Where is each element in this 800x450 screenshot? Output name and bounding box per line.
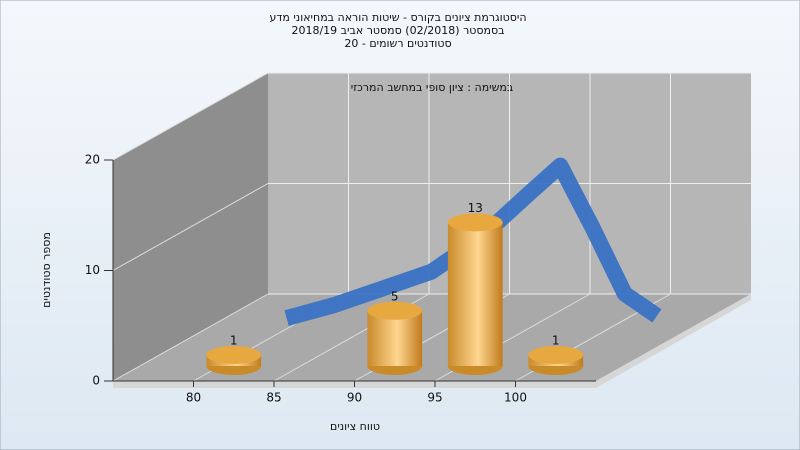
grid-line xyxy=(112,183,269,271)
subtitle: בסמסטר (02/2018) סמסטר אביב 2018/19 xyxy=(291,24,504,37)
data-label: 5 xyxy=(391,289,399,303)
data-label: 1 xyxy=(230,333,238,347)
y-tick-label: 20 xyxy=(85,153,100,167)
y-tick-label: 0 xyxy=(92,374,100,388)
x-tick-label: 80 xyxy=(186,391,201,405)
bar-top xyxy=(528,345,584,364)
data-label: 1 xyxy=(552,333,560,347)
data-label: 13 xyxy=(468,201,483,215)
x-tick-label: 100 xyxy=(504,391,527,405)
y-tick-label: 10 xyxy=(85,263,100,277)
x-tick-label: 95 xyxy=(427,391,442,405)
curve xyxy=(284,157,662,326)
grid-line xyxy=(112,293,269,382)
chart-title: היסטוגרמת ציונים בקורס - שיטות הוראה במח… xyxy=(269,11,526,24)
x-tick-label: 85 xyxy=(266,391,281,405)
bar-top xyxy=(206,345,262,364)
subtitle: סטודנטים רשומים - 20 xyxy=(344,37,451,50)
annotation: במשימה : ציון סופי במחשב המרכזי xyxy=(351,81,514,94)
bar xyxy=(367,310,423,366)
x-axis-label: טווח ציונים xyxy=(330,420,380,433)
bar-top xyxy=(447,213,503,232)
bar-top xyxy=(367,301,423,320)
x-tick-label: 90 xyxy=(347,391,362,405)
bar xyxy=(447,222,503,366)
grid-line xyxy=(112,72,269,161)
y-axis-label: מספר סטודנטים xyxy=(40,232,53,308)
